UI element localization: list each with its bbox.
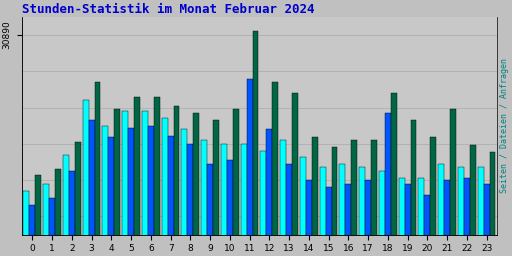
- Bar: [24, 191, 29, 256]
- Bar: [233, 109, 239, 256]
- Bar: [286, 164, 292, 256]
- Bar: [292, 93, 298, 256]
- Bar: [418, 178, 424, 256]
- Bar: [114, 109, 120, 256]
- Bar: [207, 164, 213, 256]
- Bar: [280, 140, 286, 256]
- Bar: [359, 167, 365, 256]
- Text: Stunden-Statistik im Monat Februar 2024: Stunden-Statistik im Monat Februar 2024: [22, 3, 314, 16]
- Bar: [122, 111, 128, 256]
- Bar: [272, 82, 278, 256]
- Bar: [411, 120, 416, 256]
- Y-axis label: Seiten / Dateien / Anfragen: Seiten / Dateien / Anfragen: [500, 58, 509, 193]
- Bar: [319, 167, 326, 256]
- Bar: [95, 82, 100, 256]
- Bar: [162, 119, 167, 256]
- Bar: [181, 129, 187, 256]
- Bar: [194, 113, 199, 256]
- Bar: [351, 140, 357, 256]
- Bar: [43, 184, 49, 256]
- Bar: [489, 152, 496, 256]
- Bar: [83, 100, 89, 256]
- Bar: [484, 184, 489, 256]
- Bar: [75, 142, 81, 256]
- Bar: [167, 136, 174, 256]
- Bar: [89, 120, 95, 256]
- Bar: [187, 144, 194, 256]
- Bar: [221, 144, 227, 256]
- Bar: [450, 109, 456, 256]
- Bar: [326, 187, 332, 256]
- Bar: [458, 167, 464, 256]
- Bar: [148, 126, 154, 256]
- Bar: [55, 169, 61, 256]
- Bar: [300, 156, 306, 256]
- Bar: [247, 79, 252, 256]
- Bar: [128, 127, 134, 256]
- Bar: [444, 180, 450, 256]
- Bar: [241, 144, 247, 256]
- Bar: [464, 178, 470, 256]
- Bar: [109, 137, 114, 256]
- Bar: [174, 106, 180, 256]
- Bar: [142, 111, 148, 256]
- Bar: [399, 178, 404, 256]
- Bar: [154, 97, 160, 256]
- Bar: [252, 31, 259, 256]
- Bar: [306, 180, 312, 256]
- Bar: [379, 171, 385, 256]
- Bar: [261, 151, 266, 256]
- Bar: [404, 184, 411, 256]
- Bar: [102, 126, 109, 256]
- Bar: [339, 164, 346, 256]
- Bar: [385, 113, 391, 256]
- Bar: [134, 97, 140, 256]
- Bar: [69, 171, 75, 256]
- Bar: [63, 155, 69, 256]
- Bar: [478, 167, 484, 256]
- Bar: [213, 120, 219, 256]
- Bar: [312, 137, 318, 256]
- Bar: [266, 129, 272, 256]
- Bar: [438, 164, 444, 256]
- Bar: [424, 195, 430, 256]
- Bar: [346, 184, 351, 256]
- Bar: [227, 160, 233, 256]
- Bar: [49, 198, 55, 256]
- Bar: [470, 145, 476, 256]
- Bar: [371, 140, 377, 256]
- Bar: [29, 206, 35, 256]
- Bar: [35, 175, 41, 256]
- Bar: [365, 180, 371, 256]
- Bar: [332, 147, 337, 256]
- Bar: [391, 93, 397, 256]
- Bar: [430, 137, 436, 256]
- Bar: [201, 140, 207, 256]
